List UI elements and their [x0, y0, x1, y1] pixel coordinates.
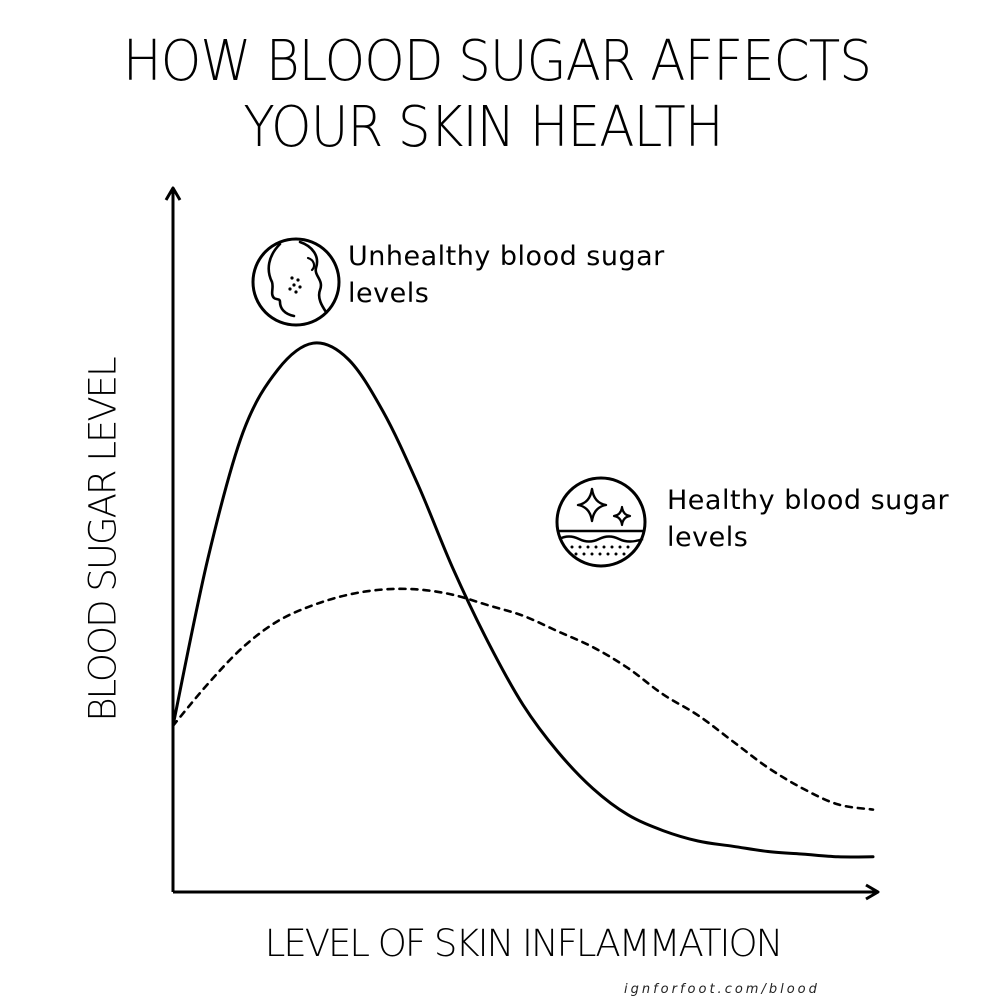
annotation-unhealthy-line1: Unhealthy blood sugar	[348, 241, 665, 272]
sparkle-skin-icon	[554, 475, 648, 573]
annotation-healthy-line1: Healthy blood sugar	[667, 485, 950, 516]
axes	[164, 186, 880, 901]
x-axis-label: LEVEL OF SKIN INFLAMMATION	[264, 922, 784, 965]
annotation-unhealthy-line2: levels	[348, 278, 430, 309]
face-acne-icon	[250, 236, 342, 332]
footer-source: ignforfoot.com/blood	[624, 982, 820, 997]
x-axis-arrowhead	[865, 883, 880, 901]
series-line-unhealthy	[171, 341, 875, 859]
annotation-healthy: Healthy blood sugar levels	[667, 482, 949, 556]
annotation-healthy-line2: levels	[667, 522, 749, 553]
series-layer	[171, 341, 875, 859]
series-line-healthy	[171, 587, 875, 811]
y-axis-arrowhead	[164, 186, 182, 201]
y-axis-label: BLOOD SUGAR LEVEL	[81, 358, 125, 722]
title-line-2: YOUR SKIN HEALTH	[243, 95, 723, 160]
annotation-unhealthy: Unhealthy blood sugar levels	[348, 238, 665, 312]
title-line-1: HOW BLOOD SUGAR AFFECTS	[122, 29, 872, 94]
